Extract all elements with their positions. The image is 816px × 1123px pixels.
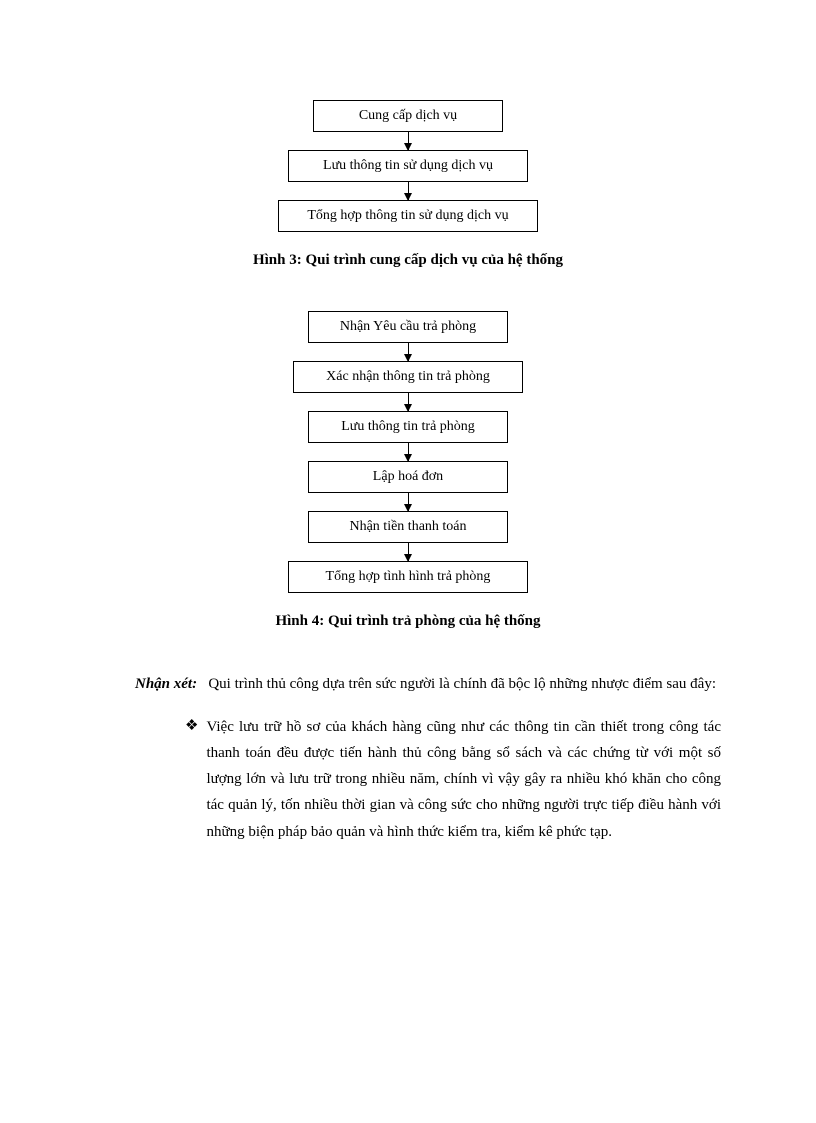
flow-arrow-icon [408,182,409,200]
flow-node: Lập hoá đơn [308,461,508,493]
commentary-paragraph: Nhận xét: Qui trình thủ công dựa trên sứ… [95,672,721,698]
flow-node: Nhận tiền thanh toán [308,511,508,543]
commentary-text: Qui trình thủ công dựa trên sức người là… [208,676,716,692]
flow-node: Nhận Yêu cầu trả phòng [308,311,508,343]
flowchart-service-process: Cung cấp dịch vụ Lưu thông tin sử dụng d… [95,100,721,232]
flow-arrow-icon [408,343,409,361]
flow-node: Lưu thông tin trả phòng [308,411,508,443]
figure-caption-3: Hình 3: Qui trình cung cấp dịch vụ của h… [95,252,721,269]
flow-arrow-icon [408,493,409,511]
figure-caption-4: Hình 4: Qui trình trả phòng của hệ thống [95,613,721,630]
flow-arrow-icon [408,543,409,561]
flow-node: Lưu thông tin sử dụng dịch vụ [288,150,528,182]
bullet-item: ❖ Việc lưu trữ hồ sơ của khách hàng cũng… [185,714,721,845]
flowchart-checkout-process: Nhận Yêu cầu trả phòng Xác nhận thông ti… [95,311,721,593]
commentary-label: Nhận xét: [135,676,197,692]
flow-node: Cung cấp dịch vụ [313,100,503,132]
flow-node: Tổng hợp thông tin sử dụng dịch vụ [278,200,538,232]
bullet-text: Việc lưu trữ hồ sơ của khách hàng cũng n… [206,714,721,845]
flow-arrow-icon [408,132,409,150]
flow-arrow-icon [408,393,409,411]
diamond-bullet-icon: ❖ [185,716,198,735]
flow-node: Tổng hợp tình hình trả phòng [288,561,528,593]
flow-node: Xác nhận thông tin trả phòng [293,361,523,393]
flow-arrow-icon [408,443,409,461]
